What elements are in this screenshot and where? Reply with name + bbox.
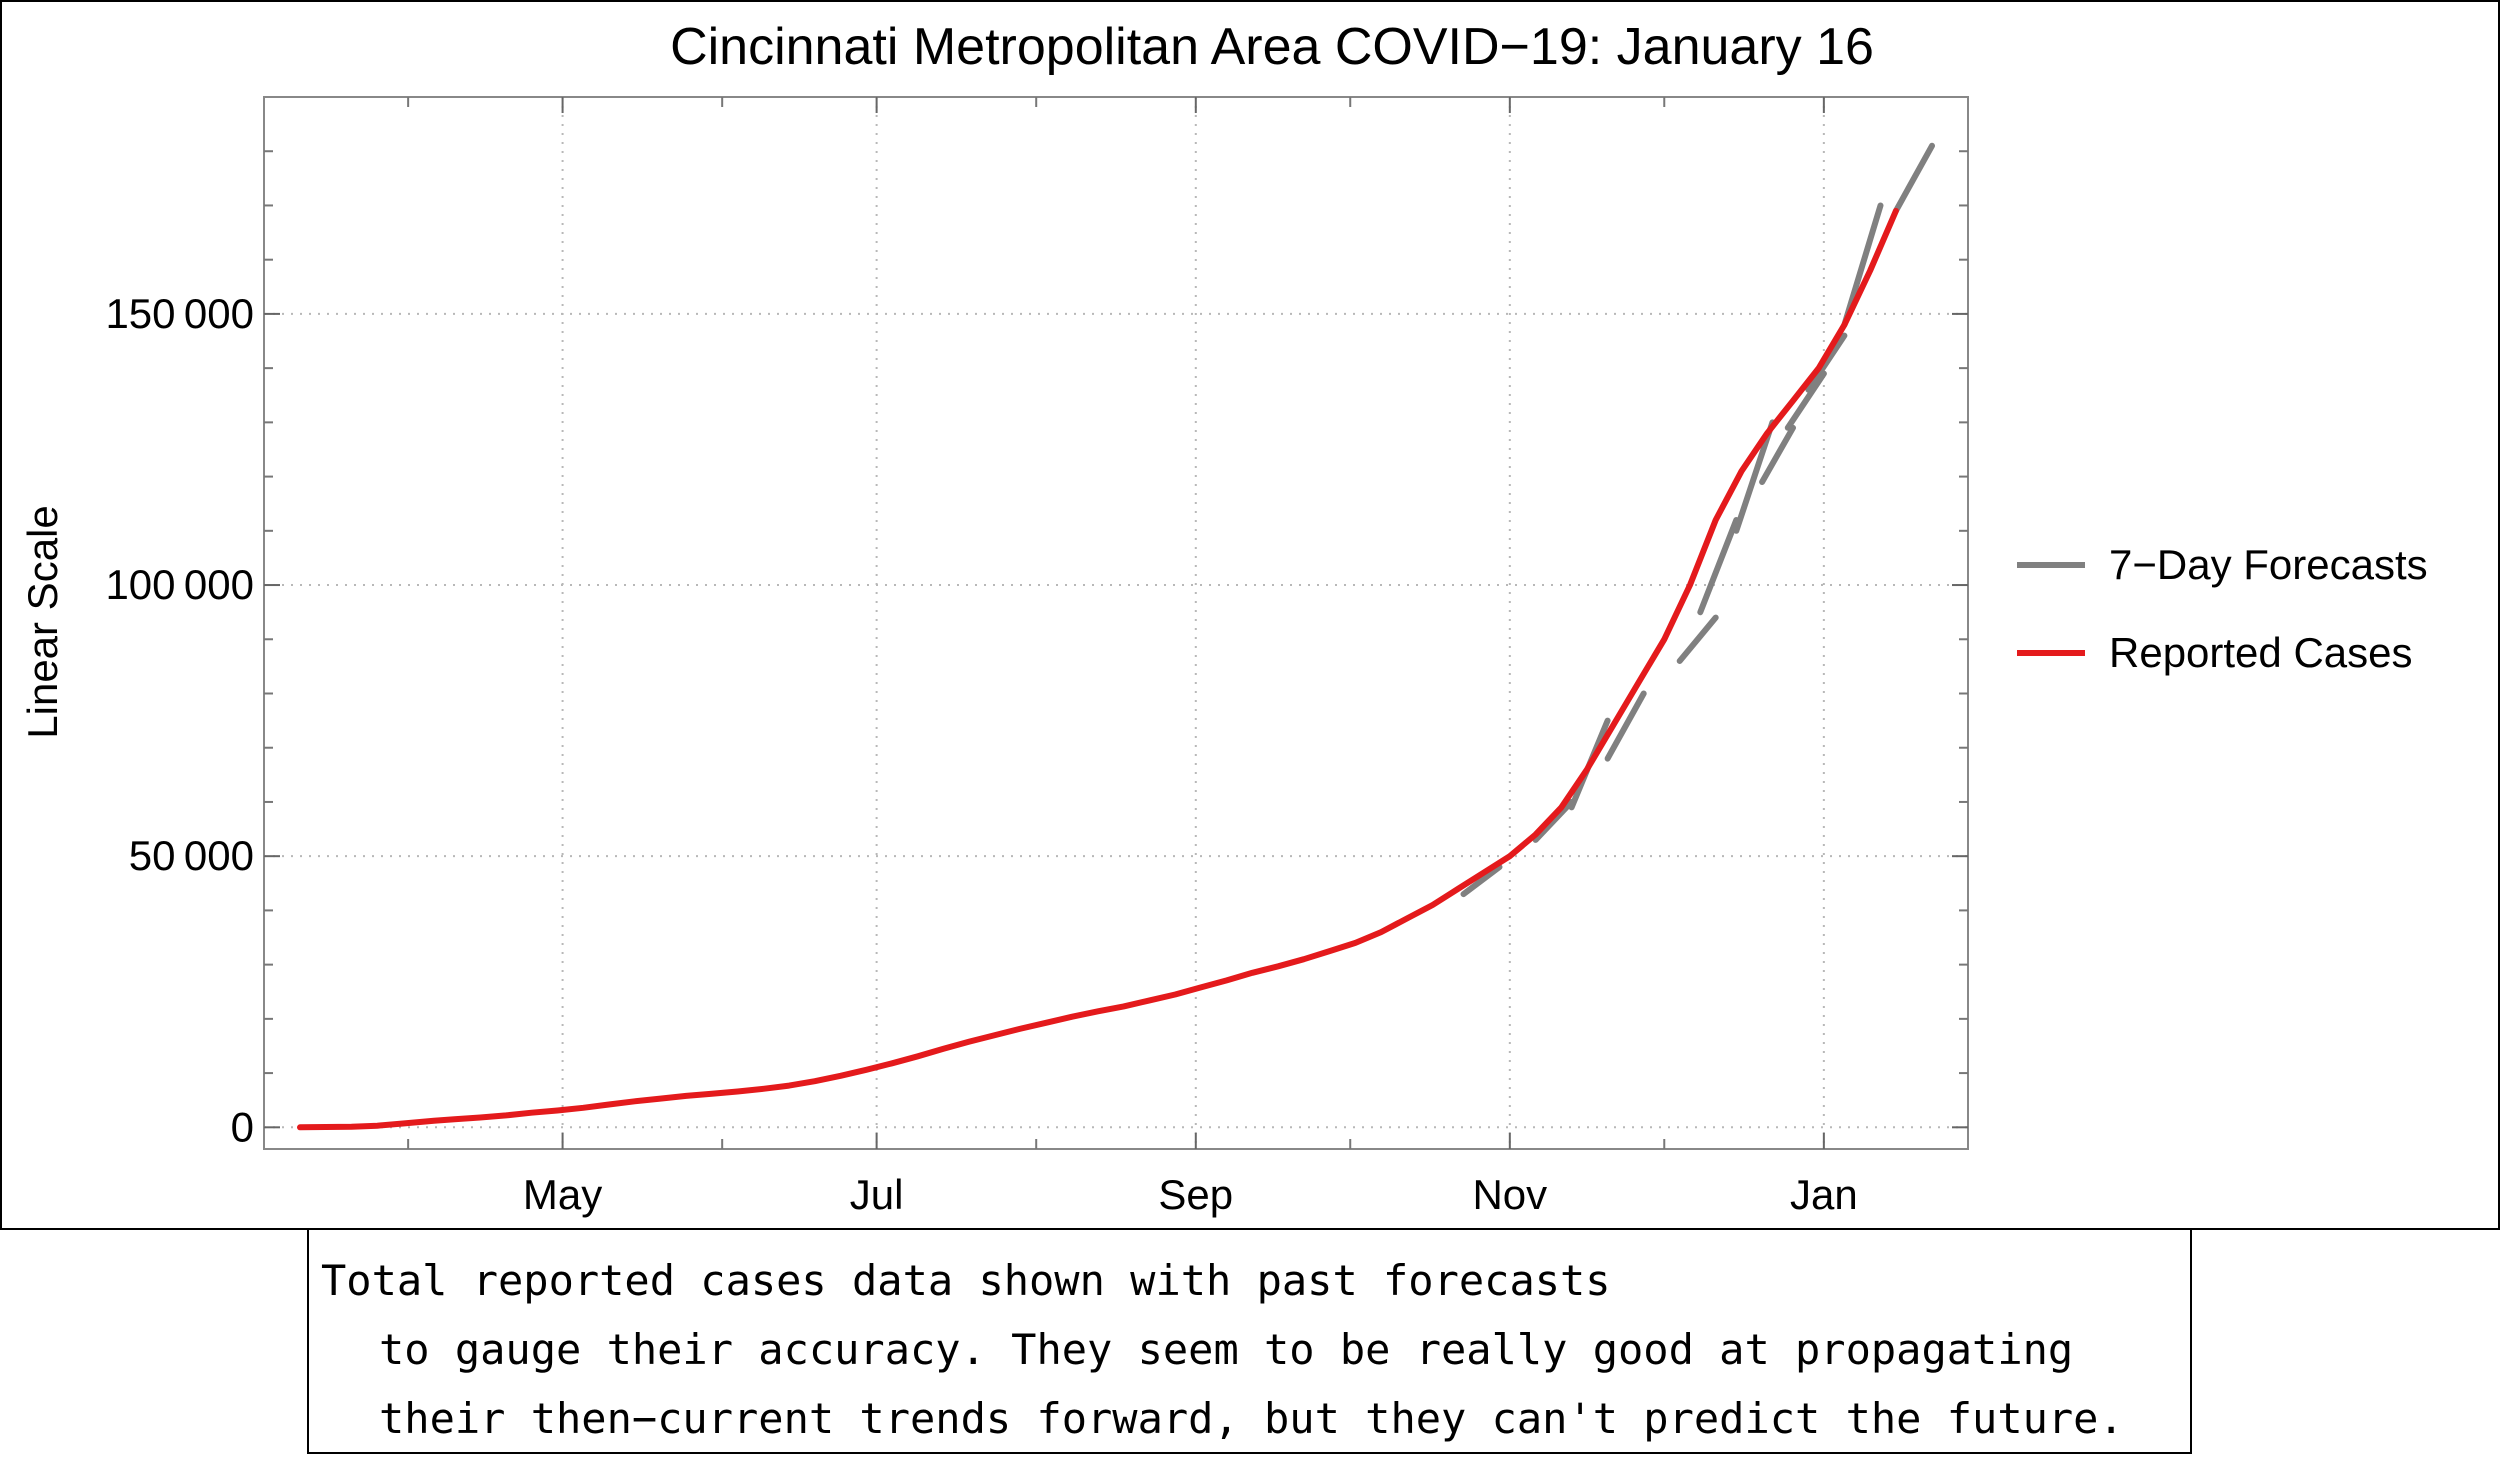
x-tick-label: Jan: [1790, 1171, 1858, 1218]
plot-frame: [263, 96, 1969, 1150]
forecast-line: [1784, 370, 1827, 431]
caption-line-3: their then−current trends forward, but t…: [379, 1394, 2124, 1443]
forecast-line: [1892, 142, 1935, 214]
chart-title: Cincinnati Metropolitan Area COVID−19: J…: [670, 18, 1874, 76]
legend-label-forecasts: 7−Day Forecasts: [2109, 541, 2428, 588]
forecast-line: [1697, 517, 1740, 616]
x-tick-label: Nov: [1472, 1171, 1547, 1218]
chart-figure: Cincinnati Metropolitan Area COVID−19: J…: [19, 18, 2428, 1218]
caption-box: Total reported cases data shown with pas…: [307, 1228, 2192, 1454]
forecast-line: [1841, 202, 1884, 328]
forecast-line: [1604, 690, 1647, 762]
reported-cases-line: [297, 207, 1899, 1131]
legend: 7−Day Forecasts Reported Cases: [2017, 541, 2428, 676]
y-tick-label: 150 000: [105, 290, 254, 337]
x-tick-label: Sep: [1158, 1171, 1233, 1218]
forecast-line: [1805, 332, 1848, 393]
y-tick-label: 0: [231, 1103, 254, 1150]
legend-label-reported: Reported Cases: [2109, 629, 2413, 676]
chart-frame: Cincinnati Metropolitan Area COVID−19: J…: [0, 0, 2500, 1230]
forecast-line: [1676, 614, 1719, 664]
forecast-line: [1733, 419, 1776, 534]
caption-line-1: Total reported cases data shown with pas…: [321, 1256, 1611, 1305]
y-tick-label: 50 000: [129, 832, 254, 879]
caption-line-2: to gauge their accuracy. They seem to be…: [379, 1325, 2074, 1374]
y-axis-label: Linear Scale: [19, 505, 66, 738]
y-tick-label: 100 000: [105, 561, 254, 608]
forecast-line: [1532, 798, 1575, 843]
x-tick-label: Jul: [850, 1171, 904, 1218]
forecast-line: [1460, 864, 1503, 898]
x-tick-label: May: [523, 1171, 602, 1218]
forecast-line: [1759, 424, 1796, 485]
